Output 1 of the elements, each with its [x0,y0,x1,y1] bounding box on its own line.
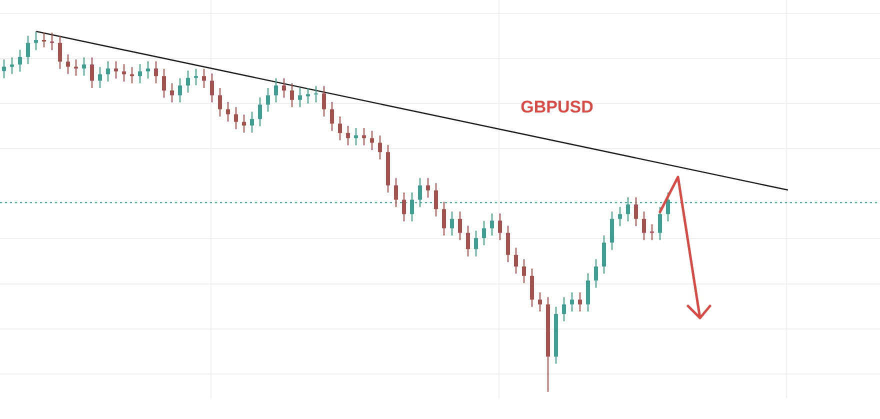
text: GBPUSD [520,98,594,117]
